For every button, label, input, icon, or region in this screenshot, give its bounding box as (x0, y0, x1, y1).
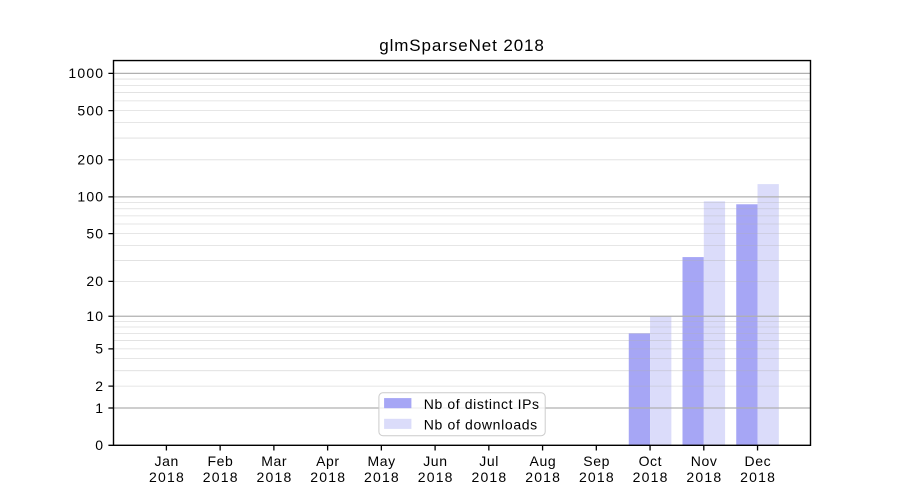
svg-text:10: 10 (86, 308, 104, 324)
svg-text:2018: 2018 (686, 469, 722, 485)
svg-text:Feb: Feb (207, 453, 233, 469)
svg-text:2: 2 (95, 378, 104, 394)
svg-text:Dec: Dec (744, 453, 771, 469)
svg-text:50: 50 (86, 225, 104, 241)
svg-text:0: 0 (95, 437, 104, 453)
svg-text:May: May (368, 453, 396, 469)
svg-text:2018: 2018 (740, 469, 776, 485)
svg-text:glmSparseNet 2018: glmSparseNet 2018 (379, 36, 545, 55)
svg-text:20: 20 (86, 273, 104, 289)
svg-text:Oct: Oct (639, 453, 663, 469)
svg-text:Jan: Jan (155, 453, 179, 469)
svg-text:2018: 2018 (203, 469, 239, 485)
svg-text:2018: 2018 (418, 469, 454, 485)
svg-text:Jul: Jul (479, 453, 499, 469)
svg-text:Nb of distinct IPs: Nb of distinct IPs (424, 396, 540, 412)
svg-text:2018: 2018 (364, 469, 400, 485)
svg-text:Sep: Sep (583, 453, 610, 469)
svg-text:100: 100 (77, 189, 104, 205)
svg-text:Aug: Aug (530, 453, 557, 469)
svg-text:2018: 2018 (471, 469, 507, 485)
svg-text:Nb of downloads: Nb of downloads (424, 417, 538, 433)
svg-text:Mar: Mar (261, 453, 287, 469)
svg-text:200: 200 (77, 152, 104, 168)
svg-text:500: 500 (77, 102, 104, 118)
svg-text:Jun: Jun (423, 453, 447, 469)
svg-text:5: 5 (95, 341, 104, 357)
svg-text:2018: 2018 (257, 469, 293, 485)
svg-text:2018: 2018 (149, 469, 185, 485)
svg-text:1: 1 (95, 400, 104, 416)
svg-text:Nov: Nov (691, 453, 718, 469)
svg-text:2018: 2018 (525, 469, 561, 485)
svg-text:2018: 2018 (310, 469, 346, 485)
svg-text:Apr: Apr (316, 453, 340, 469)
svg-text:1000: 1000 (68, 65, 104, 81)
svg-text:2018: 2018 (633, 469, 669, 485)
svg-text:2018: 2018 (579, 469, 615, 485)
